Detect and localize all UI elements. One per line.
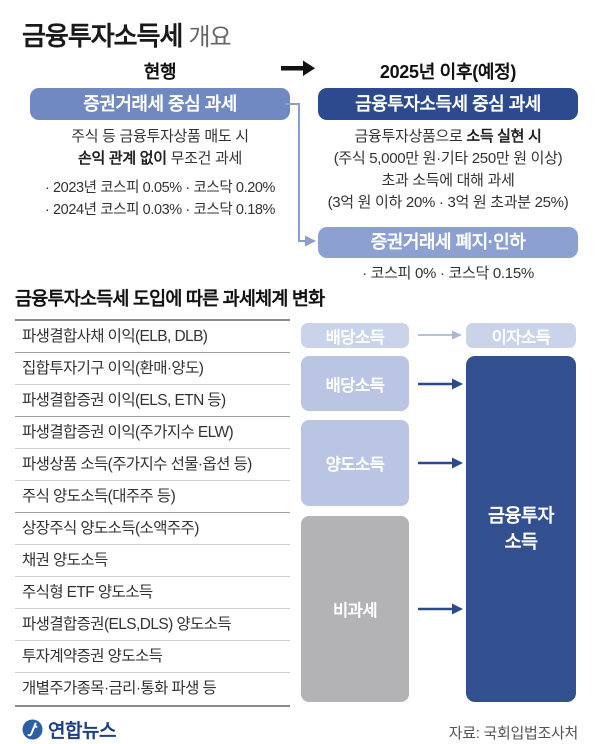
column-header-future: 2025년 이후(예정) — [379, 62, 517, 82]
future-line4: (3억 원 이하 20% · 3억 원 초과분 25%) — [327, 194, 569, 211]
current-rates: · 2023년 코스피 0.05% · 코스닥 0.20% · 2024년 코스… — [26, 177, 294, 221]
badge-non-taxable: 비과세 — [301, 516, 409, 702]
table-row: 채권 양도소득 — [15, 545, 290, 577]
abolition-rates: · 코스피 0% · 코스닥 0.15% — [362, 265, 534, 282]
table-row: 상장주식 양도소득(소액주주) — [15, 513, 290, 545]
table-row: 파생결합사채 이익(ELB, DLB) — [15, 321, 290, 353]
box-line2: 소득 — [504, 531, 538, 552]
section-title: 금융투자소득세 도입에 따른 과세체계 변화 — [15, 288, 325, 309]
yonhap-emblem-icon — [22, 719, 43, 740]
table-row: 파생상품 소득(주가지수 선물·옵션 등) — [15, 449, 290, 481]
page-title: 금융투자소득세 개요 — [22, 16, 232, 53]
rate-2024: · 2024년 코스피 0.03% · 코스닥 0.18% — [44, 202, 276, 218]
page-title-main: 금융투자소득세 — [22, 21, 183, 51]
yonhap-logo: 연합뉴스 — [22, 716, 116, 743]
box-line1: 금융투자 — [487, 505, 555, 526]
rate-2023: · 2023년 코스피 0.05% · 코스닥 0.20% — [44, 180, 276, 196]
badge-interest-income: 이자소득 — [466, 323, 576, 348]
table-row: 파생결합증권(ELS,DLS) 양도소득 — [15, 609, 290, 641]
arrow-right-icon — [281, 60, 315, 76]
badge-tax-abolition: 증권거래세 폐지·인하 — [318, 227, 578, 258]
badge-transfer-income: 양도소득 — [301, 420, 409, 506]
future-line1: 금융투자상품으로 소득 실현 시 — [354, 128, 542, 145]
arrow-right-light-icon — [418, 330, 462, 340]
badge-financial-investment-tax: 금융투자소득세 중심 과세 — [318, 88, 578, 120]
tax-item-list: 파생결합사채 이익(ELB, DLB) 집합투자기구 이익(환매·양도) 파생결… — [15, 319, 290, 707]
page-title-sub: 개요 — [188, 24, 231, 51]
box-financial-investment-income: 금융투자 소득 — [466, 356, 576, 702]
future-line2: (주식 5,000만 원·기타 250만 원 이상) — [333, 150, 563, 167]
table-row: 개별주가종목·금리·통화 파생 등 — [22, 680, 217, 697]
table-row: 집합투자기구 이익(환매·양도) — [15, 353, 290, 385]
brand-name: 연합뉴스 — [48, 721, 116, 742]
arrow-right-dark-icon — [418, 603, 463, 615]
data-source: 자료: 국회입법조사처 — [448, 725, 579, 742]
badge-securities-transaction-tax: 증권거래세 중심 과세 — [30, 88, 290, 120]
badge-dividend-income-1: 배당소득 — [301, 323, 409, 348]
table-row: 주식형 ETF 양도소득 — [15, 577, 290, 609]
arrow-right-dark-icon — [418, 457, 463, 469]
table-row: 주식 양도소득(대주주 등) — [15, 481, 290, 513]
badge-dividend-income-2: 배당소득 — [301, 356, 409, 411]
current-line1: 주식 등 금융투자상품 매도 시 — [71, 128, 249, 145]
table-row: 파생결합증권 이익(ELS, ETN 등) — [15, 385, 290, 417]
arrow-right-dark-icon — [418, 378, 463, 390]
future-tax-description: 금융투자상품으로 소득 실현 시 (주식 5,000만 원·기타 250만 원 … — [314, 126, 582, 214]
current-tax-description: 주식 등 금융투자상품 매도 시 손익 관계 없이 무조건 과세 · 2023년… — [26, 126, 294, 221]
table-row: 투자계약증권 양도소득 — [15, 641, 290, 673]
column-header-current: 현행 — [143, 62, 177, 82]
connector-elbow-arrow — [285, 103, 316, 247]
table-row: 파생결합증권 이익(주가지수 ELW) — [15, 417, 290, 449]
future-line3: 초과 소득에 대해 과세 — [381, 172, 515, 189]
current-line2: 손익 관계 없이 무조건 과세 — [78, 150, 242, 167]
